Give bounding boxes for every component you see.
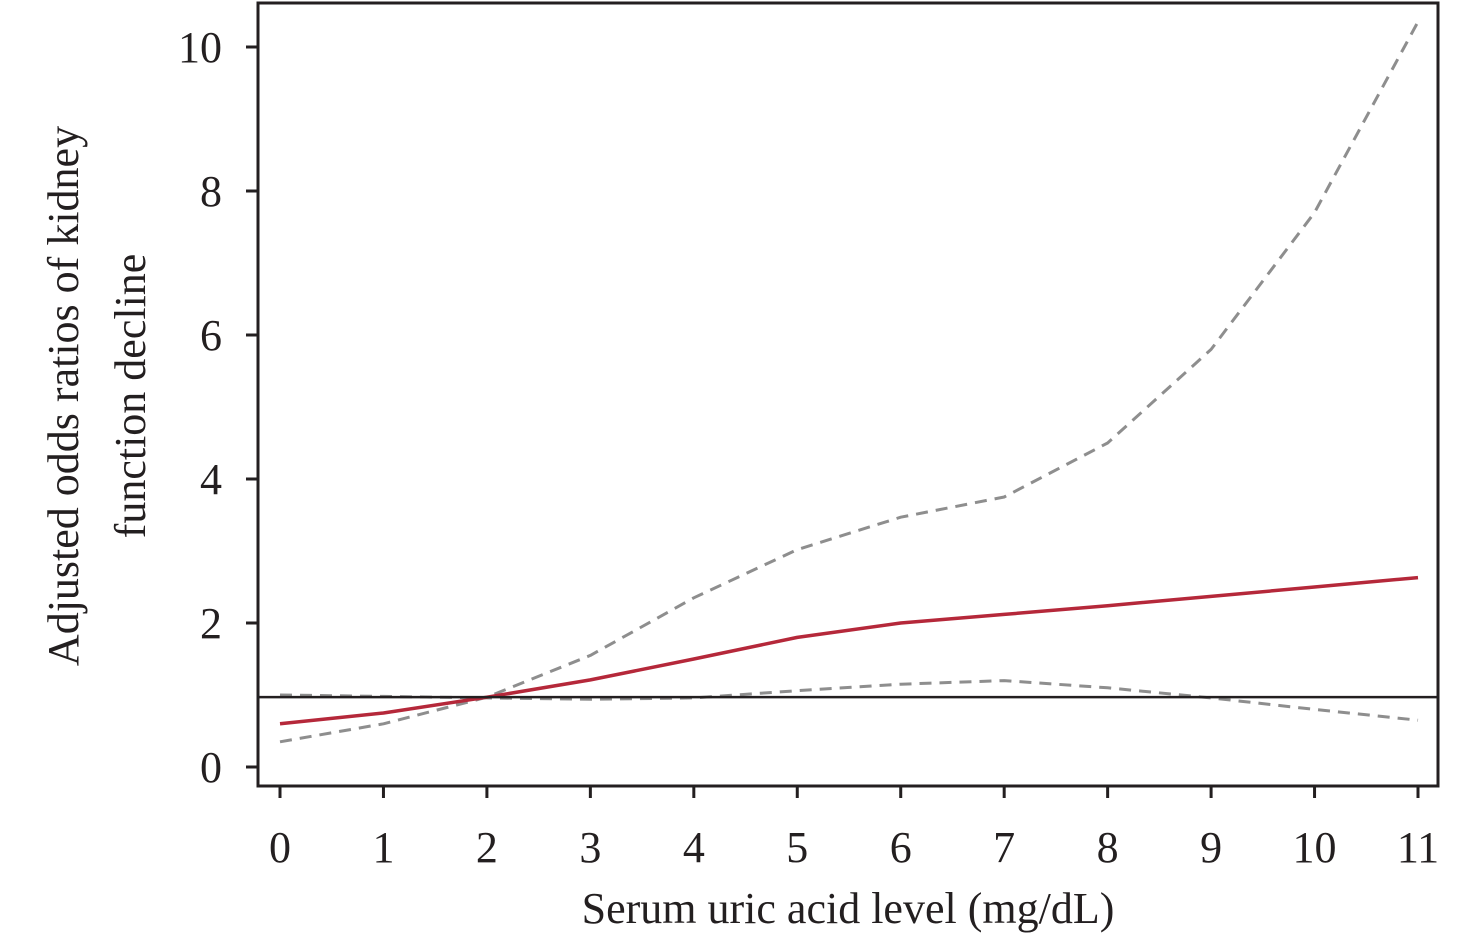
y-axis-label-line-1: Adjusted odds ratios of kidney xyxy=(39,126,88,666)
y-tick-label: 2 xyxy=(200,599,222,648)
x-tick-label: 4 xyxy=(683,823,705,872)
series-line-ci-2 xyxy=(279,679,1419,722)
y-tick-label: 6 xyxy=(200,311,222,360)
x-tick-label: 7 xyxy=(993,823,1015,872)
plot-frame xyxy=(256,1,1440,788)
series-layer xyxy=(279,21,1420,744)
x-axis: 0 1 2 3 4 5 6 7 8 9 10 11 xyxy=(269,786,1439,872)
y-tick-label: 4 xyxy=(200,455,222,504)
series-line-estimate xyxy=(279,575,1419,726)
x-axis-label: Serum uric acid level (mg/dL) xyxy=(582,884,1115,933)
x-tick-label: 1 xyxy=(372,823,394,872)
x-tick-label: 2 xyxy=(476,823,498,872)
y-tick-label: 10 xyxy=(178,23,222,72)
y-tick-label: 8 xyxy=(200,167,222,216)
y-axis: 0 2 4 6 8 10 xyxy=(178,23,258,792)
x-tick-label: 3 xyxy=(579,823,601,872)
x-tick-label: 8 xyxy=(1097,823,1119,872)
x-tick-label: 5 xyxy=(786,823,808,872)
y-tick-label: 0 xyxy=(200,743,222,792)
y-axis-label-line-2: function decline xyxy=(106,254,155,539)
series-line-ci-1 xyxy=(279,21,1420,744)
x-tick-label: 11 xyxy=(1397,823,1439,872)
x-tick-label: 9 xyxy=(1200,823,1222,872)
x-tick-label: 10 xyxy=(1293,823,1337,872)
x-tick-label: 6 xyxy=(890,823,912,872)
x-tick-label: 0 xyxy=(269,823,291,872)
